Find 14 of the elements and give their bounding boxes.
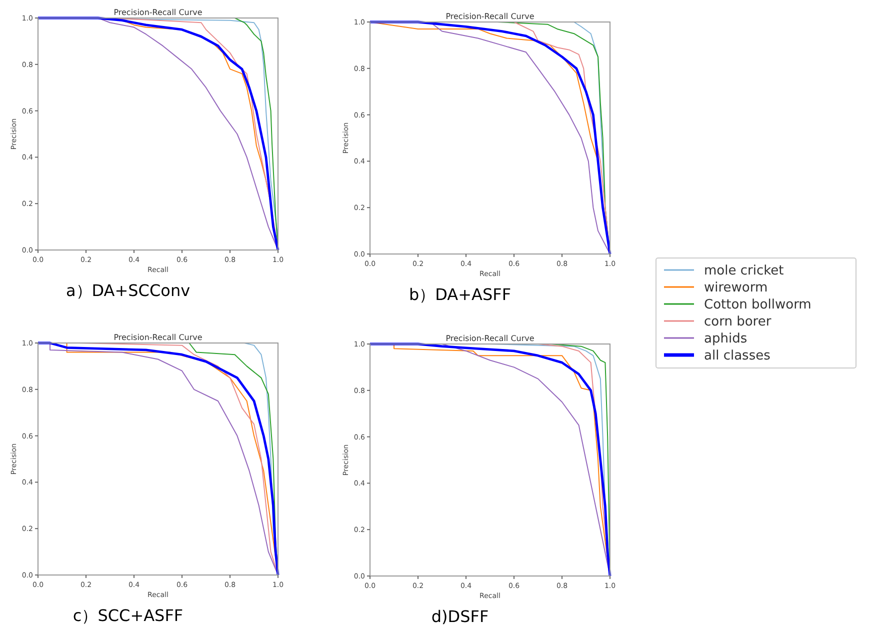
text: a）DA+SCConv (66, 281, 190, 300)
chart-title: Precision-Recall Curve (446, 334, 534, 343)
text: d)DSFF (431, 607, 489, 626)
text: c）SCC+ASFF (72, 606, 184, 625)
legend-label: mole cricket (704, 264, 784, 279)
text: b）DA+ASFF (408, 285, 512, 304)
legend-label: wireworm (704, 280, 768, 296)
chart-title: Precision-Recall Curve (114, 333, 202, 342)
legend-label: Cotton bollworm (704, 298, 812, 313)
legend-label: corn borer (704, 314, 772, 330)
chart-title: Precision-Recall Curve (114, 8, 202, 17)
legend-label: aphids (704, 332, 748, 347)
chart-title: Precision-Recall Curve (446, 12, 534, 21)
legend-label: all classes (704, 348, 771, 364)
